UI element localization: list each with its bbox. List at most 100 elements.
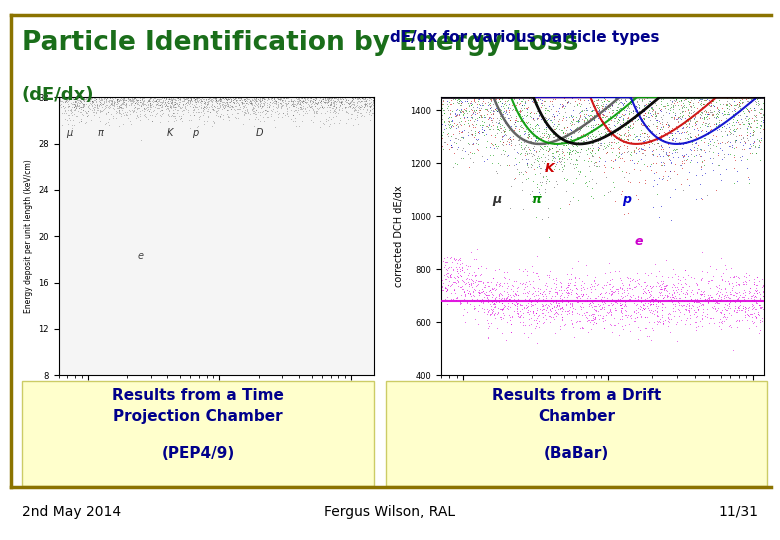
Point: [317, 104, 329, 112]
Point: [448, 277, 461, 286]
Point: [263, 103, 275, 112]
Point: [569, 289, 582, 298]
Point: [296, 83, 308, 92]
Point: [649, 306, 661, 314]
Point: [611, 298, 623, 307]
Point: [198, 109, 211, 117]
Point: [171, 84, 183, 92]
Point: [354, 85, 367, 93]
Point: [505, 122, 517, 131]
Point: [706, 293, 718, 301]
Point: [258, 91, 271, 99]
Point: [701, 99, 714, 107]
Point: [302, 83, 314, 91]
Point: [358, 100, 370, 109]
Point: [213, 96, 225, 104]
Point: [716, 275, 729, 284]
Point: [219, 94, 232, 103]
Point: [147, 84, 159, 93]
Point: [54, 85, 66, 94]
Point: [353, 92, 365, 101]
Point: [635, 154, 647, 163]
Point: [114, 85, 126, 94]
Point: [76, 88, 89, 97]
Point: [622, 311, 634, 320]
Point: [673, 275, 686, 284]
Point: [358, 102, 370, 111]
Point: [527, 139, 540, 147]
Point: [197, 91, 210, 99]
Point: [354, 89, 367, 97]
Point: [649, 295, 661, 303]
Point: [160, 92, 172, 101]
Point: [505, 182, 517, 191]
Point: [71, 93, 83, 102]
Point: [258, 99, 271, 107]
Point: [679, 266, 692, 275]
Point: [520, 147, 533, 156]
Point: [60, 82, 73, 91]
Point: [333, 87, 346, 96]
Point: [679, 106, 691, 115]
Point: [119, 96, 132, 104]
Point: [645, 306, 658, 314]
Point: [136, 90, 148, 98]
Point: [524, 294, 537, 302]
Point: [230, 105, 243, 114]
Point: [353, 84, 366, 92]
Point: [72, 98, 84, 106]
Point: [330, 107, 342, 116]
Point: [562, 150, 575, 158]
Point: [238, 87, 250, 96]
Point: [133, 83, 145, 91]
Point: [586, 315, 598, 324]
Point: [495, 295, 508, 304]
Point: [462, 119, 474, 127]
Point: [710, 114, 722, 123]
Point: [637, 114, 650, 123]
Point: [305, 90, 317, 98]
Point: [182, 96, 194, 105]
Point: [292, 93, 305, 102]
Point: [190, 97, 203, 105]
Point: [260, 90, 272, 99]
Point: [667, 293, 679, 302]
Point: [683, 102, 696, 111]
Point: [582, 133, 594, 142]
Point: [200, 99, 213, 108]
Point: [501, 292, 513, 301]
Point: [81, 103, 94, 111]
Point: [137, 87, 150, 96]
Point: [282, 97, 294, 105]
Point: [598, 94, 611, 103]
Point: [615, 278, 628, 287]
Point: [728, 104, 740, 113]
Point: [314, 90, 326, 99]
Point: [544, 124, 556, 132]
Point: [549, 132, 562, 141]
Point: [715, 290, 728, 299]
Point: [629, 132, 642, 141]
Point: [315, 91, 328, 100]
Point: [179, 89, 191, 98]
Point: [275, 100, 287, 109]
Point: [711, 112, 723, 120]
Point: [680, 139, 693, 147]
Point: [325, 99, 338, 108]
Point: [320, 114, 332, 123]
Point: [271, 86, 283, 95]
Point: [619, 137, 632, 145]
Point: [477, 287, 490, 295]
Point: [234, 91, 246, 99]
Point: [156, 100, 168, 109]
Point: [651, 139, 664, 147]
Point: [304, 116, 317, 125]
Point: [73, 91, 86, 99]
Point: [655, 285, 668, 294]
Point: [551, 302, 563, 310]
Point: [319, 84, 332, 93]
Point: [655, 306, 668, 314]
Point: [271, 91, 284, 100]
Point: [152, 83, 165, 92]
Point: [215, 94, 227, 103]
